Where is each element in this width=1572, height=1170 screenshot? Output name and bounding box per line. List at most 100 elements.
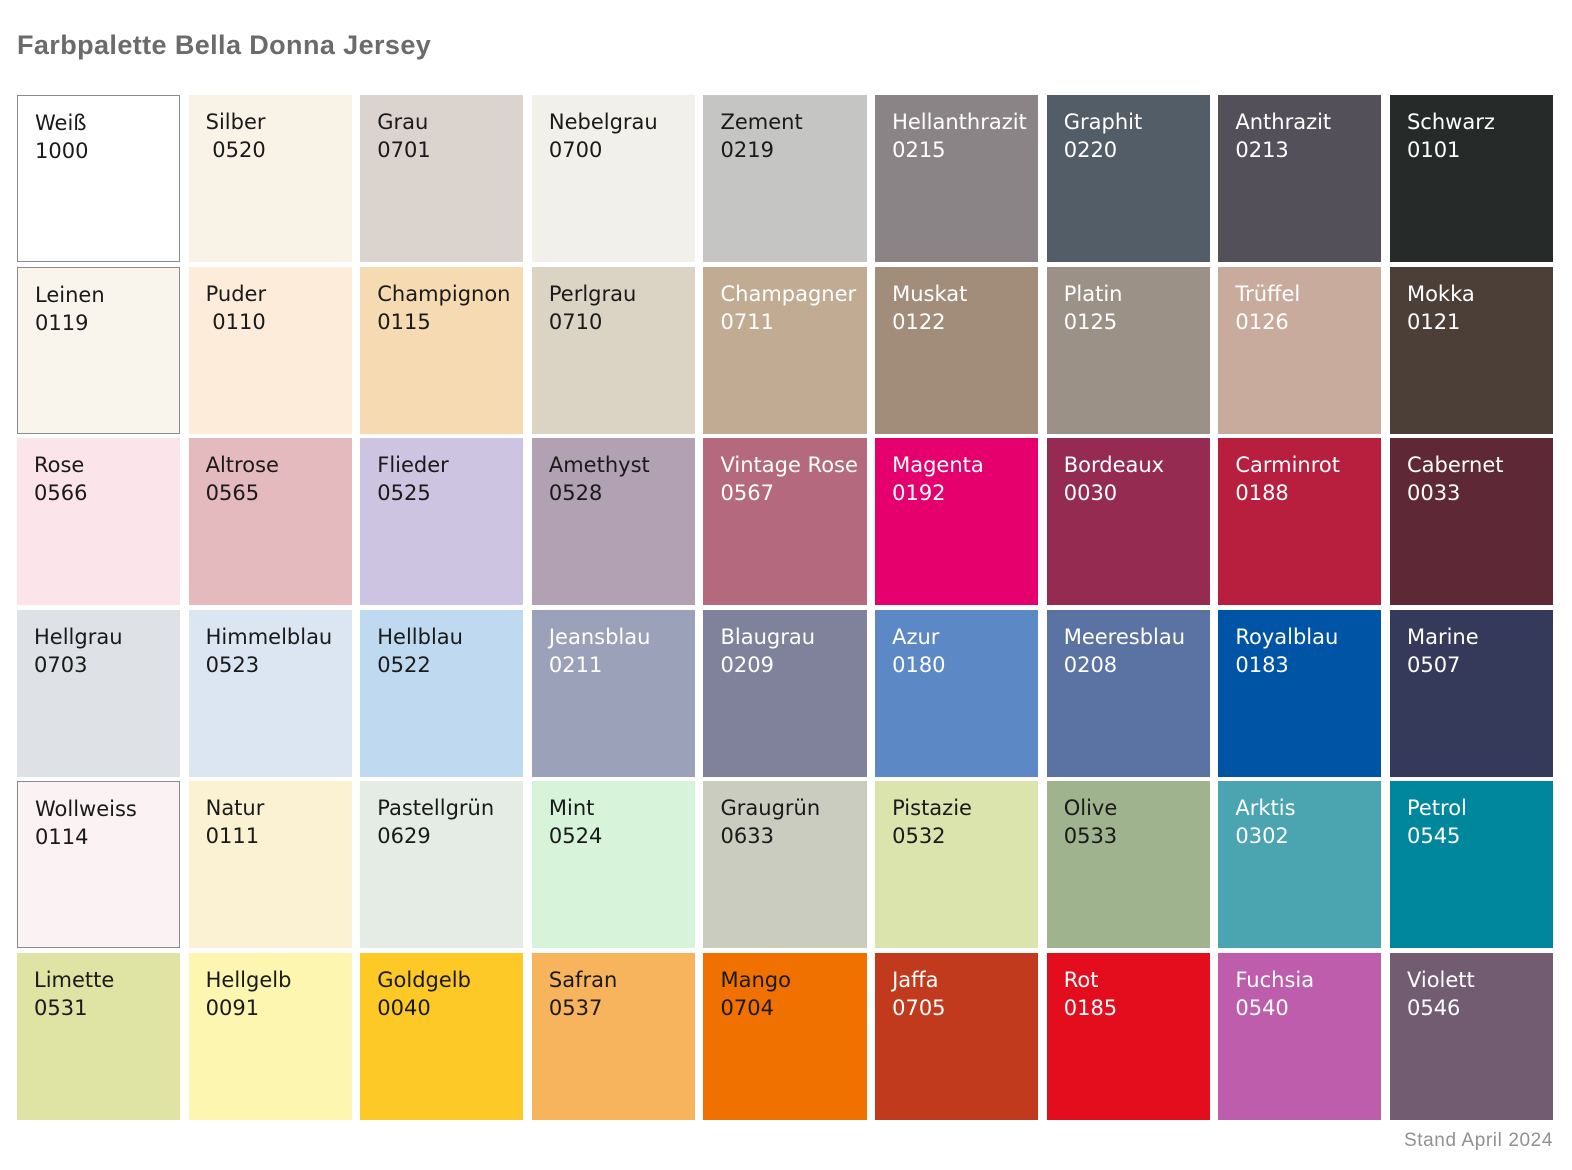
swatch-code: 0208 bbox=[1063, 652, 1118, 677]
swatch-name: Anthrazit bbox=[1235, 110, 1332, 134]
swatch-name: Grau bbox=[377, 110, 429, 134]
swatch-code: 0540 bbox=[1235, 995, 1289, 1020]
swatch-0525: Flieder 0525 bbox=[360, 438, 524, 606]
swatch-0537: Safran 0537 bbox=[531, 952, 695, 1120]
swatch-0629: Pastellgrün 0629 bbox=[360, 781, 524, 949]
swatch-name: Safran bbox=[548, 967, 618, 992]
swatch-name: Hellgelb bbox=[205, 967, 292, 992]
swatch-0126: Trüffel 0126 bbox=[1218, 266, 1382, 434]
swatch-0183: Royalblau 0183 bbox=[1218, 609, 1382, 777]
swatch-0125: Platin 0125 bbox=[1046, 266, 1210, 434]
swatch-code: 0302 bbox=[1235, 824, 1289, 849]
swatch-code: 0629 bbox=[377, 824, 431, 849]
swatch-0185: Rot 0185 bbox=[1046, 952, 1210, 1120]
swatch-code: 0209 bbox=[720, 652, 774, 677]
swatch-name: Limette bbox=[34, 967, 115, 992]
swatch-name: Mokka bbox=[1406, 281, 1475, 306]
swatch-0121: Mokka 0121 bbox=[1389, 266, 1553, 434]
swatch-name: Goldgelb bbox=[377, 967, 471, 992]
swatch-0302: Arktis 0302 bbox=[1218, 781, 1382, 949]
swatch-code: 0701 bbox=[377, 138, 431, 162]
swatch-name: Hellblau bbox=[377, 624, 463, 649]
swatch-0111: Natur 0111 bbox=[188, 781, 352, 949]
swatch-name: Azur bbox=[892, 624, 940, 649]
swatch-code: 0700 bbox=[548, 138, 603, 162]
swatch-name: Mango bbox=[720, 967, 791, 992]
swatch-0528: Amethyst 0528 bbox=[531, 438, 695, 606]
swatch-0122: Muskat 0122 bbox=[875, 266, 1039, 434]
swatch-code: 0522 bbox=[377, 652, 431, 677]
swatch-name: Rose bbox=[34, 453, 85, 478]
swatch-code: 0115 bbox=[377, 309, 431, 334]
swatch-code: 0566 bbox=[34, 481, 88, 506]
footer-date: Stand April 2024 bbox=[1403, 1130, 1553, 1151]
swatch-name: Himmelblau bbox=[205, 624, 333, 649]
swatch-code: 0185 bbox=[1063, 995, 1118, 1020]
swatch-name: Carminrot bbox=[1235, 453, 1340, 478]
swatch-0523: Himmelblau 0523 bbox=[188, 609, 352, 777]
swatch-name: Magenta bbox=[892, 453, 984, 478]
swatch-0703: Hellgrau 0703 bbox=[17, 609, 181, 777]
swatch-code: 0704 bbox=[720, 995, 774, 1020]
swatch-code: 0524 bbox=[548, 824, 603, 849]
swatch-name: Platin bbox=[1063, 281, 1123, 306]
swatch-code: 0180 bbox=[892, 652, 946, 677]
swatch-code: 0525 bbox=[377, 481, 431, 506]
swatch-name: Muskat bbox=[892, 281, 968, 306]
swatch-0180: Azur 0180 bbox=[875, 609, 1039, 777]
palette-grid: Weiß 1000 Silber 0520 Grau 0701 Nebelgrau 0700… bbox=[17, 95, 1553, 1120]
swatch-0540: Fuchsia 0540 bbox=[1218, 952, 1382, 1120]
swatch-name: Nebelgrau bbox=[548, 110, 658, 134]
swatch-0213: Anthrazit 0213 bbox=[1218, 95, 1382, 262]
swatch-name: Mint bbox=[548, 796, 595, 821]
swatch-name: Champagner bbox=[720, 281, 857, 306]
swatch-code: 0119 bbox=[35, 310, 89, 335]
swatch-name: Flieder bbox=[377, 453, 449, 478]
swatch-name: Pistazie bbox=[892, 796, 972, 821]
swatch-code: 0219 bbox=[720, 138, 774, 162]
swatch-name: Puder bbox=[205, 281, 267, 306]
swatch-0701: Grau 0701 bbox=[360, 95, 524, 262]
swatch-0209: Blaugrau 0209 bbox=[703, 609, 867, 777]
swatch-name: Blaugrau bbox=[720, 624, 816, 649]
swatch-0545: Petrol 0545 bbox=[1389, 781, 1553, 949]
swatch-code: 0220 bbox=[1063, 138, 1118, 162]
swatch-0215: Hellanthrazit 0215 bbox=[875, 95, 1039, 262]
swatch-code: 0633 bbox=[720, 824, 774, 849]
swatch-0520: Silber 0520 bbox=[188, 95, 352, 262]
swatch-name: Bordeaux bbox=[1063, 453, 1165, 478]
swatch-name: Olive bbox=[1063, 796, 1118, 821]
swatch-0532: Pistazie 0532 bbox=[875, 781, 1039, 949]
swatch-code: 0545 bbox=[1406, 824, 1461, 849]
swatch-0566: Rose 0566 bbox=[17, 438, 181, 606]
swatch-0115: Champignon 0115 bbox=[360, 266, 524, 434]
swatch-name: Graugrün bbox=[720, 796, 821, 821]
swatch-code: 0101 bbox=[1406, 138, 1461, 162]
swatch-name: Jaffa bbox=[892, 967, 939, 992]
swatch-0633: Graugrün 0633 bbox=[703, 781, 867, 949]
swatch-0565: Altrose 0565 bbox=[188, 438, 352, 606]
swatch-name: Weiß bbox=[35, 111, 87, 135]
swatch-0219: Zement 0219 bbox=[703, 95, 867, 262]
swatch-code: 0213 bbox=[1235, 138, 1289, 162]
swatch-0040: Goldgelb 0040 bbox=[360, 952, 524, 1120]
swatch-code: 0091 bbox=[205, 995, 260, 1020]
swatch-0211: Jeansblau 0211 bbox=[531, 609, 695, 777]
swatch-0531: Limette 0531 bbox=[17, 952, 181, 1120]
swatch-name: Fuchsia bbox=[1235, 967, 1315, 992]
swatch-0700: Nebelgrau 0700 bbox=[531, 95, 695, 262]
swatch-0114: Wollweiss 0114 bbox=[17, 781, 181, 949]
swatch-code: 0183 bbox=[1235, 652, 1289, 677]
swatch-0507: Marine 0507 bbox=[1389, 609, 1553, 777]
swatch-code: 0705 bbox=[892, 995, 946, 1020]
swatch-0119: Leinen 0119 bbox=[17, 266, 181, 434]
swatch-code: 0111 bbox=[205, 824, 260, 849]
swatch-name: Petrol bbox=[1406, 796, 1467, 821]
swatch-name: Trüffel bbox=[1235, 281, 1301, 306]
swatch-name: Amethyst bbox=[548, 453, 650, 478]
swatch-code: 0122 bbox=[892, 309, 946, 334]
swatch-0188: Carminrot 0188 bbox=[1218, 438, 1382, 606]
swatch-0033: Cabernet 0033 bbox=[1389, 438, 1553, 606]
swatch-code: 0215 bbox=[892, 138, 946, 162]
swatch-name: Zement bbox=[720, 110, 803, 134]
